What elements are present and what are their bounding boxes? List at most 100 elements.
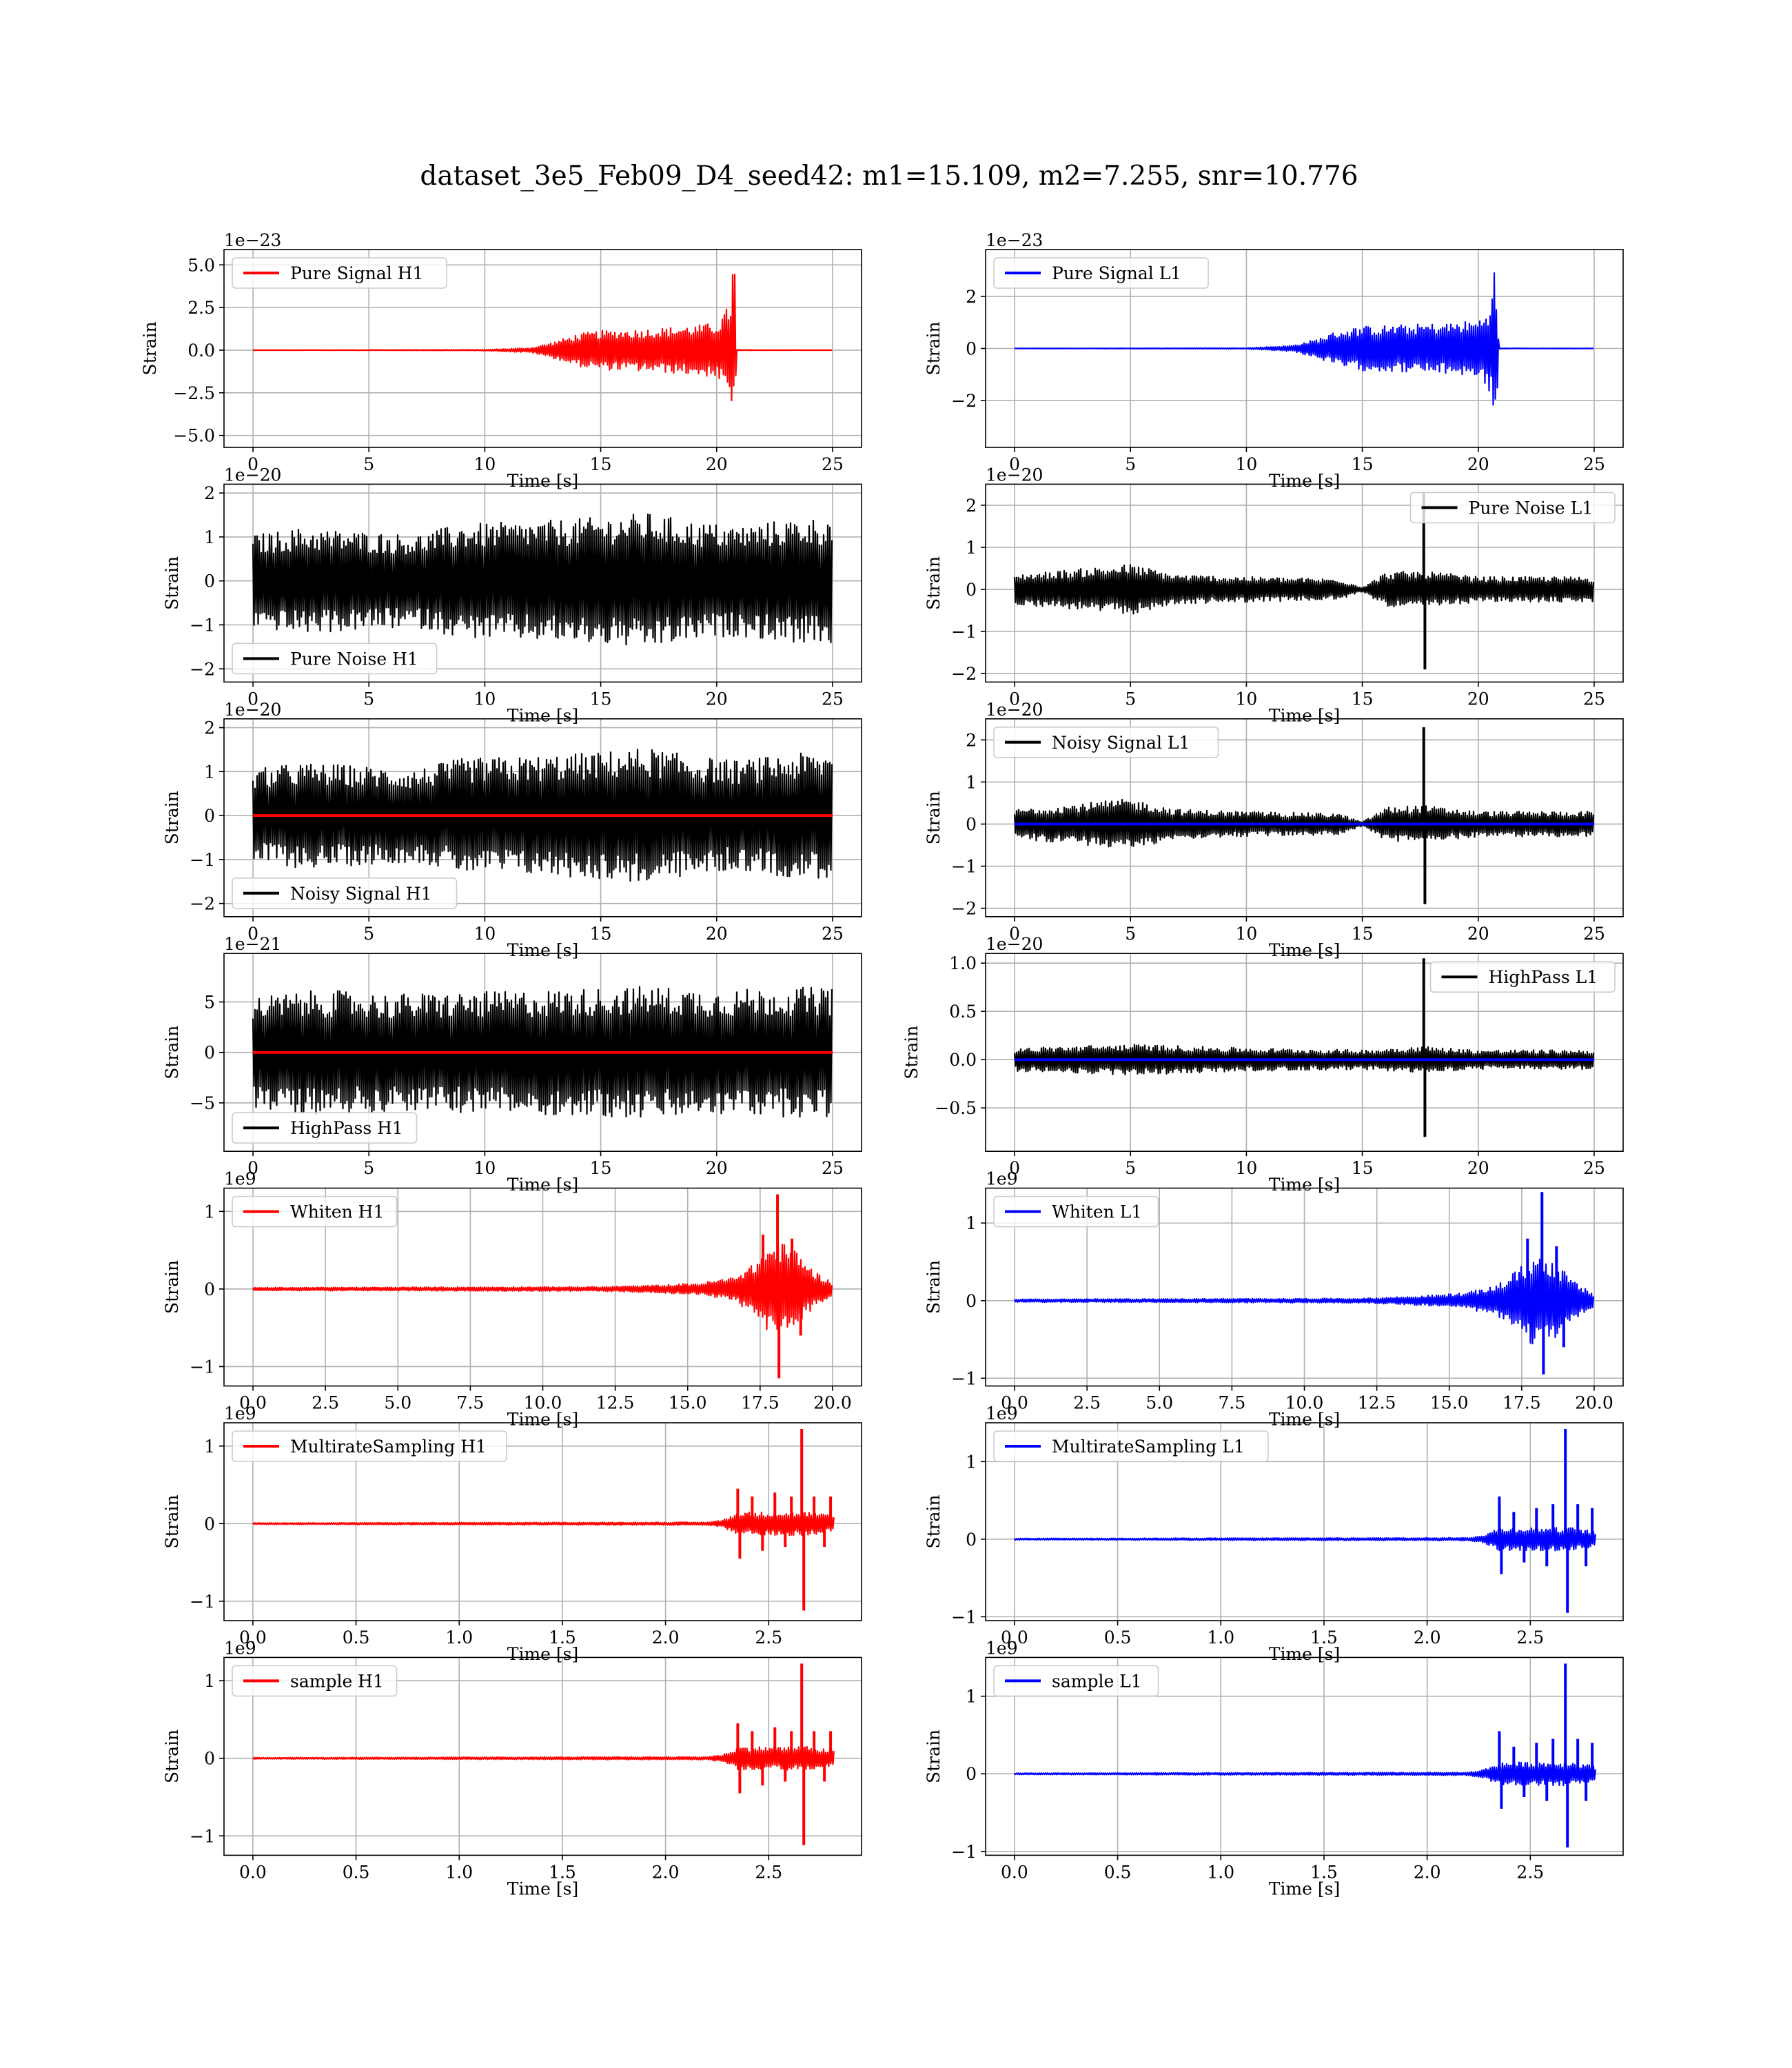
legend-box: [993, 727, 1219, 758]
axis-offset-label: 1e9: [224, 1638, 256, 1658]
y-tick-label: 1: [204, 1671, 215, 1691]
x-tick-label: 20.0: [813, 1393, 852, 1413]
plot-area: [252, 513, 833, 646]
axis-offset-label: 1e−20: [986, 934, 1043, 954]
subplot-whiten-l1: 0.0 2.5 5.0 7.5 10.0 12.5 15.0 17.5 20.0 −1 0 1 1e9 T…: [924, 1169, 1624, 1430]
axis-offset-label: 1e−20: [224, 465, 281, 485]
y-axis-label: Strain: [924, 1730, 944, 1783]
y-axis-label: Strain: [162, 1026, 182, 1079]
y-tick-label: 2: [204, 483, 215, 503]
legend: Whiten H1: [232, 1195, 398, 1228]
legend: Pure Noise H1: [232, 642, 438, 675]
x-tick-label: 25: [1583, 454, 1605, 474]
series-pure-noise-l1: [1013, 564, 1595, 615]
y-tick-label: 1: [966, 1687, 977, 1707]
x-tick-label: 20: [706, 454, 728, 474]
x-tick-label: 0: [1009, 689, 1020, 709]
legend-box: [993, 1195, 1159, 1228]
axis-offset-label: 1e9: [224, 1169, 256, 1189]
axes-frame: [985, 1656, 1624, 1856]
axis-offset-label: 1e9: [986, 1169, 1018, 1189]
subplot-pure-noise-l1: 0 5 10 15 20 25 −2 −1 0 1 2 1e−20 Time [s] Strain Pure…: [924, 465, 1624, 725]
axes-frame: [223, 1656, 862, 1856]
x-tick-label: 0: [247, 454, 258, 474]
y-tick-label: −1: [190, 1592, 215, 1612]
y-tick-label: 0: [204, 1749, 215, 1769]
legend-label: HighPass H1: [290, 1118, 403, 1138]
x-tick-label: 10.0: [524, 1393, 562, 1413]
subplot-noisy-signal-h1: 0 5 10 15 20 25 −2 −1 0 1 2 1e−20 Time [s] Strain Nois…: [162, 700, 862, 960]
x-axis-label: Time [s]: [507, 1410, 578, 1430]
y-tick-label: −5: [190, 1093, 215, 1113]
y-tick-label: 0: [204, 571, 215, 591]
y-tick-label: 0: [966, 814, 977, 834]
x-tick-label: 0: [247, 1158, 258, 1178]
legend-label: Pure Signal L1: [1052, 263, 1181, 283]
legend-label: Pure Signal H1: [290, 263, 423, 283]
legend: Pure Signal L1: [993, 257, 1209, 289]
x-axis-label: Time [s]: [1269, 471, 1340, 491]
x-tick-label: 0.5: [1104, 1628, 1132, 1648]
y-tick-label: 0: [204, 806, 215, 826]
x-axis-label: Time [s]: [507, 1644, 578, 1664]
x-tick-label: 10: [474, 689, 496, 709]
axis-offset-label: 1e−20: [986, 465, 1043, 485]
legend-label: Whiten L1: [1052, 1202, 1142, 1222]
y-tick-label: −2: [190, 659, 215, 679]
y-tick-label: −1: [951, 1607, 977, 1627]
x-tick-label: 15.0: [669, 1393, 707, 1413]
plot-area: [1013, 727, 1595, 904]
y-tick-label: 0: [966, 1764, 977, 1784]
y-tick-label: −2: [951, 391, 977, 411]
x-tick-label: 0: [1009, 454, 1020, 474]
x-axis-label: Time [s]: [1269, 1878, 1340, 1898]
axes-frame: [223, 1422, 862, 1621]
subplot-pure-signal-h1: 0 5 10 15 20 25 −5.0 −2.5 0.0 2.5 5.0 1e−23 Time [s]…: [140, 230, 862, 491]
legend-label: Whiten H1: [290, 1202, 384, 1222]
x-tick-label: 25: [822, 689, 844, 709]
x-tick-label: 20: [1467, 454, 1489, 474]
x-axis-label: Time [s]: [507, 471, 578, 491]
plot-area: [1013, 1192, 1595, 1375]
x-tick-label: 1.0: [445, 1628, 473, 1648]
x-tick-label: 0: [1009, 1158, 1020, 1178]
x-tick-label: 10: [1236, 1158, 1258, 1178]
legend-box: [232, 878, 458, 909]
axes-frame: [985, 483, 1624, 683]
x-tick-label: 5.0: [384, 1393, 411, 1413]
y-tick-label: −2: [190, 894, 215, 914]
x-tick-label: 10: [474, 924, 496, 944]
series-highpass-h1: [252, 986, 833, 1118]
legend: Pure Signal H1: [232, 257, 447, 289]
x-tick-label: 15: [1352, 1158, 1374, 1178]
x-tick-label: 2.0: [1414, 1628, 1441, 1648]
x-tick-label: 1.0: [445, 1862, 473, 1882]
legend-label: Pure Noise L1: [1469, 498, 1594, 518]
y-tick-label: 1.0: [949, 953, 977, 973]
legend: Whiten L1: [993, 1195, 1159, 1228]
legend: Noisy Signal H1: [232, 878, 458, 909]
x-tick-label: 25: [1583, 924, 1605, 944]
plot-area: [252, 1194, 833, 1379]
axis-offset-label: 1e9: [986, 1403, 1018, 1423]
x-tick-label: 10: [1236, 689, 1258, 709]
y-tick-label: 0: [204, 1279, 215, 1299]
legend-box: [993, 1430, 1269, 1462]
y-tick-label: 0: [966, 1291, 977, 1311]
x-tick-label: 1.0: [1207, 1862, 1234, 1882]
plot-area: [252, 749, 833, 882]
x-tick-label: 15.0: [1430, 1393, 1469, 1413]
x-tick-label: 20: [1467, 689, 1489, 709]
y-tick-label: −2.5: [173, 383, 215, 403]
subplot-highpass-h1: 0 5 10 15 20 25 −5 0 5 1e−21 Time [s] Strain HighPas…: [162, 934, 862, 1195]
x-tick-label: 0: [247, 924, 258, 944]
series-noisy-signal-l1: [1013, 798, 1595, 848]
x-tick-label: 25: [1583, 689, 1605, 709]
y-tick-label: 0: [204, 1514, 215, 1534]
legend-label: Noisy Signal H1: [290, 884, 432, 904]
legend-box: [993, 257, 1209, 289]
y-tick-label: 2.5: [187, 298, 215, 318]
y-tick-label: 0: [966, 339, 977, 359]
y-tick-label: 1: [966, 538, 977, 558]
